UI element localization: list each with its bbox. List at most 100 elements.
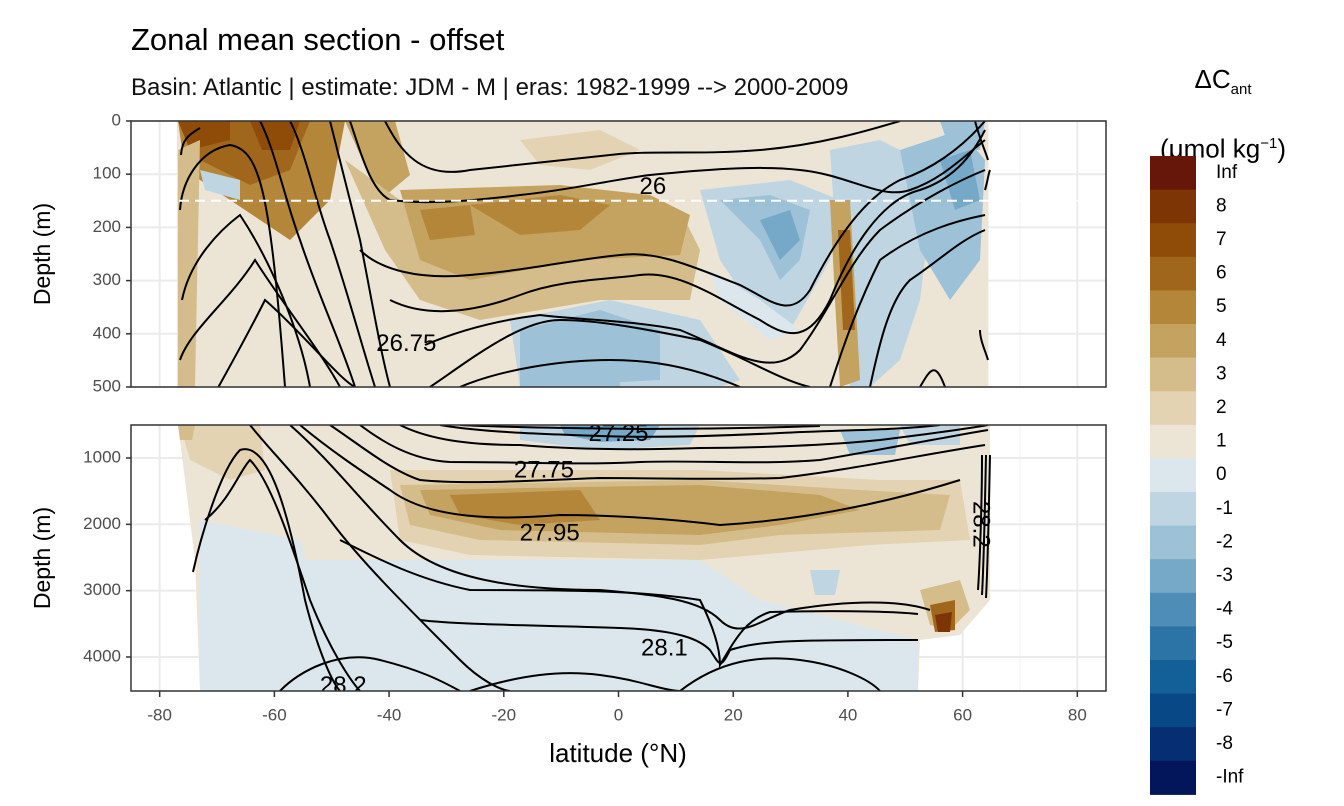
legend-label: 4 bbox=[1216, 330, 1227, 351]
y-tick-label: 4000 bbox=[83, 646, 121, 665]
legend-label: -4 bbox=[1216, 599, 1233, 620]
field-patch bbox=[470, 195, 610, 235]
contour-line bbox=[259, 121, 356, 387]
legend-swatch bbox=[1150, 559, 1196, 594]
x-tick-label: 60 bbox=[953, 705, 972, 724]
x-tick-label: 40 bbox=[838, 705, 857, 724]
legend-units-sup: −1 bbox=[1260, 135, 1278, 153]
contour-label: 26.75 bbox=[376, 330, 436, 357]
legend-label: -3 bbox=[1216, 565, 1233, 586]
legend-swatch bbox=[1150, 391, 1196, 426]
contour-line bbox=[329, 425, 986, 484]
y-tick-label: 500 bbox=[93, 376, 121, 395]
legend-swatch bbox=[1150, 727, 1196, 762]
contour-line bbox=[384, 121, 901, 173]
y-tick-label: 300 bbox=[93, 270, 121, 289]
upper-field bbox=[176, 121, 991, 387]
contour-label: 26 bbox=[640, 173, 667, 200]
legend-label: 2 bbox=[1216, 397, 1227, 418]
legend-label: 7 bbox=[1216, 229, 1227, 250]
contour-line bbox=[469, 672, 681, 691]
legend-swatch bbox=[1150, 223, 1196, 258]
contour-line bbox=[179, 143, 286, 387]
contour-line bbox=[974, 121, 989, 161]
legend-label: 1 bbox=[1216, 431, 1227, 452]
x-tick-label: 20 bbox=[724, 705, 743, 724]
x-tick-label: -20 bbox=[492, 705, 517, 724]
field-patch bbox=[178, 121, 230, 150]
chart-subtitle: Basin: Atlantic | estimate: JDM - M | er… bbox=[131, 74, 849, 101]
legend-label: -2 bbox=[1216, 531, 1233, 552]
contour-line bbox=[339, 539, 919, 669]
legend-swatch bbox=[1150, 492, 1196, 527]
legend-title-sub: ant bbox=[1230, 81, 1252, 99]
x-tick-label: 0 bbox=[614, 705, 623, 724]
field-patch bbox=[760, 210, 800, 260]
contour-label: 28.2 bbox=[320, 672, 367, 699]
contour-line bbox=[429, 318, 811, 387]
legend-swatch bbox=[1150, 189, 1196, 224]
contour-line bbox=[424, 169, 986, 364]
contour-line bbox=[919, 369, 946, 387]
contour-line bbox=[329, 121, 391, 387]
legend-swatch bbox=[1150, 324, 1196, 359]
x-axis-label: latitude (°N) bbox=[549, 738, 687, 768]
field-patch bbox=[810, 570, 840, 595]
contour-line bbox=[249, 425, 511, 691]
field-patch bbox=[620, 495, 760, 525]
contour-line bbox=[459, 358, 741, 387]
x-tick-label: -60 bbox=[262, 705, 287, 724]
field-patch bbox=[940, 121, 985, 150]
field-patch bbox=[900, 425, 960, 445]
contour-label: 27.95 bbox=[520, 520, 580, 547]
legend-label: -Inf bbox=[1216, 767, 1244, 788]
field-patch bbox=[200, 170, 240, 200]
legend-label: 8 bbox=[1216, 195, 1227, 216]
contour-label: 27.75 bbox=[514, 457, 574, 484]
y-tick-label: 0 bbox=[112, 110, 121, 129]
field-patch bbox=[345, 121, 410, 200]
legend-swatch bbox=[1150, 290, 1196, 325]
contour-line bbox=[217, 298, 356, 387]
field-patch bbox=[520, 130, 640, 170]
contour-line bbox=[359, 121, 986, 307]
contour-line bbox=[679, 657, 881, 691]
legend-colorbar: Inf 8 7 6 5 4 3 2 1 0 -1 -2 -3 -4 -5 -6 -7 -8 -Inf bbox=[1150, 156, 1244, 795]
legend-swatch bbox=[1150, 693, 1196, 728]
contour-label: 28.2 bbox=[967, 501, 994, 548]
contour-line bbox=[459, 425, 821, 431]
field-patch bbox=[935, 612, 952, 632]
legend-label: 5 bbox=[1216, 296, 1227, 317]
field-patch bbox=[520, 355, 620, 387]
legend-swatch bbox=[1150, 760, 1196, 795]
legend-label: -8 bbox=[1216, 733, 1233, 754]
y-axis-label: Depth (m) bbox=[29, 507, 55, 609]
contour-line bbox=[985, 454, 991, 599]
contour-line bbox=[977, 454, 983, 591]
legend-label: -5 bbox=[1216, 632, 1233, 653]
legend-label: -1 bbox=[1216, 498, 1233, 519]
contour-line bbox=[981, 454, 987, 596]
y-tick-label: 100 bbox=[93, 164, 121, 183]
contour-line bbox=[359, 425, 989, 465]
contour-line bbox=[299, 425, 961, 527]
contour-line bbox=[181, 213, 311, 387]
legend-swatch bbox=[1150, 626, 1196, 661]
contour-label: 27.25 bbox=[588, 420, 648, 447]
contour-line bbox=[829, 214, 986, 387]
lower-field: 27.25 27.75 27.95 28.1 28.2 28.2 bbox=[178, 420, 994, 699]
contour-line bbox=[979, 329, 989, 361]
legend-label: -6 bbox=[1216, 666, 1233, 687]
legend-units-suffix: ) bbox=[1277, 133, 1286, 164]
contour-line bbox=[419, 619, 919, 665]
contour-line bbox=[289, 121, 376, 387]
legend-swatch bbox=[1150, 592, 1196, 627]
contour-line bbox=[192, 448, 341, 691]
y-axis-label: Depth (m) bbox=[29, 203, 55, 305]
panel-border bbox=[130, 120, 1107, 388]
legend-swatch bbox=[1150, 458, 1196, 493]
panel-upper: 26 26.75 0 100 200 300 400 500 Depth (m) bbox=[29, 110, 1107, 395]
contour-line bbox=[984, 169, 991, 191]
y-tick-label: 3000 bbox=[83, 580, 121, 599]
